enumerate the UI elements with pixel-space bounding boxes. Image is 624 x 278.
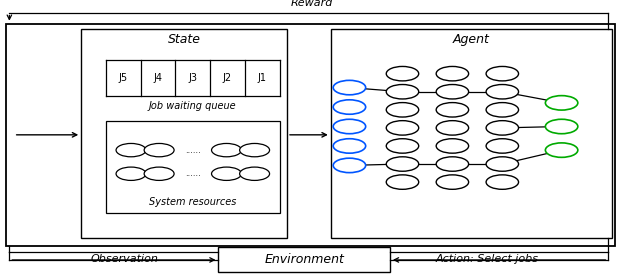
Circle shape [386,121,419,135]
Circle shape [333,119,366,134]
Circle shape [545,96,578,110]
Circle shape [333,80,366,95]
Circle shape [386,103,419,117]
Text: System resources: System resources [149,197,236,207]
Circle shape [436,85,469,99]
Circle shape [486,121,519,135]
Circle shape [212,167,241,180]
Circle shape [240,143,270,157]
Circle shape [212,143,241,157]
Circle shape [386,66,419,81]
Text: ......: ...... [185,169,201,178]
Circle shape [486,139,519,153]
Text: Agent: Agent [452,33,490,46]
Circle shape [486,103,519,117]
Text: ......: ...... [185,146,201,155]
Bar [81,29,287,238]
Bar [218,247,390,272]
Circle shape [116,167,146,180]
Circle shape [486,175,519,189]
Circle shape [333,139,366,153]
Text: Reward: Reward [291,0,333,8]
Text: J5: J5 [119,73,128,83]
Circle shape [386,157,419,171]
Bar [6,24,615,246]
Circle shape [545,143,578,157]
Text: J4: J4 [154,73,163,83]
Circle shape [144,167,174,180]
Circle shape [144,143,174,157]
Circle shape [436,121,469,135]
Bar [106,121,280,213]
Circle shape [545,119,578,134]
Circle shape [386,139,419,153]
Circle shape [436,139,469,153]
Circle shape [116,143,146,157]
Circle shape [486,157,519,171]
Circle shape [436,175,469,189]
Text: J1: J1 [258,73,266,83]
Circle shape [436,66,469,81]
Text: J3: J3 [188,73,197,83]
Circle shape [333,100,366,114]
Circle shape [436,157,469,171]
Circle shape [486,85,519,99]
Circle shape [486,66,519,81]
Bar [331,29,612,238]
Circle shape [386,85,419,99]
Circle shape [436,103,469,117]
Text: Observation: Observation [91,254,158,264]
Text: Environment: Environment [264,254,344,266]
Circle shape [240,167,270,180]
Circle shape [333,158,366,173]
Text: State: State [168,33,200,46]
Text: Job waiting queue: Job waiting queue [149,101,236,111]
Text: Action: Select jobs: Action: Select jobs [435,254,539,264]
Text: J2: J2 [223,73,232,83]
Circle shape [386,175,419,189]
